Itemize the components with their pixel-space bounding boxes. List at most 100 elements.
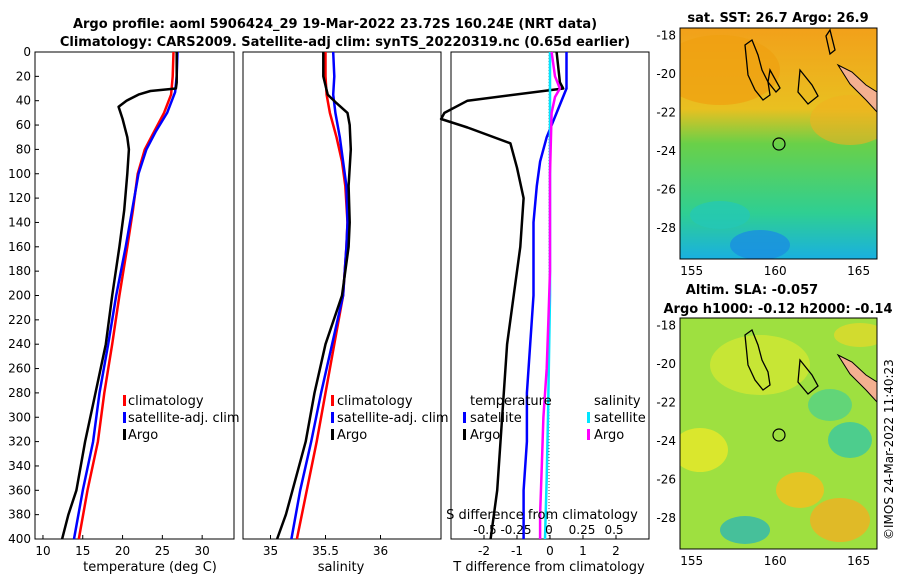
x-tick-label: 35.5 (312, 544, 339, 558)
legend-t-satellite: satellite (470, 411, 522, 426)
legend-swatch-satellite (123, 412, 126, 423)
salinity-panel: 35 35.5 36 salinity climatology satellite-… (242, 51, 449, 575)
s-tick-label: 0 (545, 523, 553, 537)
x-tick-label: 30 (195, 544, 210, 558)
map-y-tick-label: -18 (656, 29, 676, 43)
temperature-axis-label: temperature (deg C) (83, 560, 217, 575)
legend-satellite-adj: satellite-adj. clim (128, 411, 240, 426)
sla-map-title: Altim. SLA: -0.057 (686, 283, 818, 298)
legend-satellite-adj: satellite-adj. clim (337, 411, 449, 426)
difference-panel: -2 -1 0 1 2 S difference from climatology -0… (439, 51, 650, 575)
y-tick-label: 200 (8, 289, 31, 303)
map-y-tick-label: -26 (656, 473, 676, 487)
temperature-x-ticks: 10 15 20 25 30 (35, 535, 210, 558)
x-tick-label: 0 (546, 544, 554, 558)
legend-climatology: climatology (128, 394, 204, 409)
legend-s-satellite: satellite (594, 411, 646, 426)
legend-temperature-title: temperature (470, 394, 552, 409)
x-tick-label: 15 (75, 544, 90, 558)
x-tick-label: 25 (155, 544, 170, 558)
y-tick-label: 220 (8, 313, 31, 327)
y-tick-label: 20 (16, 69, 31, 83)
salinity-x-ticks: 35 35.5 36 (263, 535, 388, 558)
y-tick-label: 180 (8, 264, 31, 278)
y-tick-label: 60 (16, 118, 31, 132)
t-difference-axis-label: T difference from climatology (452, 560, 645, 575)
x-tick-label: 2 (612, 544, 620, 558)
map-x-tick-label: 160 (764, 554, 787, 568)
map-y-tick-label: -28 (656, 221, 676, 235)
series-t-argo (439, 51, 565, 540)
y-tick-label: 40 (16, 94, 31, 108)
series-argo (60, 52, 178, 540)
map-y-tick-label: -24 (656, 144, 676, 158)
salinity-axis-label: salinity (318, 560, 365, 575)
salinity-legend: climatology satellite-adj. clim Argo (331, 394, 449, 443)
sla-map-subtitle: Argo h1000: -0.12 h2000: -0.14 (663, 302, 892, 317)
x-tick-label: 20 (115, 544, 130, 558)
map-y-tick-label: -26 (656, 183, 676, 197)
y-tick-label: 100 (8, 167, 31, 181)
legend-s-argo: Argo (594, 428, 624, 443)
s-difference-ticks: -0.5 -0.25 0 0.25 0.5 (473, 523, 623, 537)
y-tick-label: 340 (8, 459, 31, 473)
figure-subtitle: Climatology: CARS2009. Satellite-adj cli… (60, 35, 630, 50)
map-x-tick-label: 160 (764, 264, 787, 278)
x-tick-label: -2 (478, 544, 490, 558)
s-difference-label: S difference from climatology (446, 508, 638, 523)
y-tick-label: 300 (8, 410, 31, 424)
s-tick-label: -0.5 (473, 523, 496, 537)
map-y-tick-label: -24 (656, 434, 676, 448)
sla-map: Altim. SLA: -0.057 Argo h1000: -0.12 h20… (656, 283, 892, 568)
map-x-tick-label: 155 (680, 554, 703, 568)
legend-swatch-argo (123, 429, 126, 440)
legend-climatology: climatology (337, 394, 413, 409)
legend-argo: Argo (337, 428, 367, 443)
map-y-tick-label: -18 (656, 319, 676, 333)
map-y-tick-label: -22 (656, 106, 676, 120)
legend-swatch-climatology (123, 395, 126, 406)
s-tick-label: 0.25 (569, 523, 596, 537)
y-tick-label: 360 (8, 483, 31, 497)
x-tick-label: 36 (373, 544, 388, 558)
x-tick-label: 35 (263, 544, 278, 558)
sst-map-ticks: 155 160 165 -18 -20 -22 -24 -26 -28 (656, 29, 870, 278)
y-tick-label: 0 (23, 45, 31, 59)
series-s-argo (538, 51, 562, 539)
sst-map: sat. SST: 26.7 Argo: 26.9 155 160 165 -18 -2… (656, 11, 878, 278)
y-tick-label: 280 (8, 386, 31, 400)
map-y-tick-label: -20 (656, 357, 676, 371)
y-tick-label: 160 (8, 240, 31, 254)
x-tick-label: -1 (511, 544, 523, 558)
imos-credit: ©IMOS 24-Mar-2022 11:40:23 (882, 359, 896, 540)
y-axis-ticks: 0 20 40 60 80 100 120 140 160 180 200 220 240 260 280 3… (8, 45, 39, 546)
legend-t-argo: Argo (470, 428, 500, 443)
y-tick-label: 260 (8, 362, 31, 376)
series-t-satellite (522, 52, 568, 539)
x-tick-label: 10 (35, 544, 50, 558)
map-x-tick-label: 165 (847, 264, 870, 278)
temperature-panel: 0 20 40 60 80 100 120 140 160 180 200 220 240 260 280 3… (8, 45, 240, 575)
sst-map-title: sat. SST: 26.7 Argo: 26.9 (687, 11, 868, 26)
y-tick-label: 140 (8, 215, 31, 229)
map-y-tick-label: -20 (656, 67, 676, 81)
figure-title: Argo profile: aoml 5906424_29 19-Mar-202… (73, 17, 597, 32)
y-tick-label: 320 (8, 435, 31, 449)
map-y-tick-label: -28 (656, 511, 676, 525)
sla-map-ticks: 155 160 165 -18 -20 -22 -24 -26 -28 (656, 319, 870, 568)
difference-x-ticks: -2 -1 0 1 2 (478, 535, 620, 558)
legend-salinity-title: salinity (594, 394, 641, 409)
difference-legend: temperature satellite Argo salinity sate… (463, 394, 646, 443)
y-tick-label: 80 (16, 142, 31, 156)
map-x-tick-label: 165 (847, 554, 870, 568)
x-tick-label: 1 (579, 544, 587, 558)
y-tick-label: 240 (8, 337, 31, 351)
s-tick-label: 0.5 (604, 523, 623, 537)
y-tick-label: 380 (8, 508, 31, 522)
y-tick-label: 120 (8, 191, 31, 205)
series-argo (275, 52, 353, 540)
map-x-tick-label: 155 (680, 264, 703, 278)
s-tick-label: -0.25 (500, 523, 531, 537)
y-tick-label: 400 (8, 532, 31, 546)
